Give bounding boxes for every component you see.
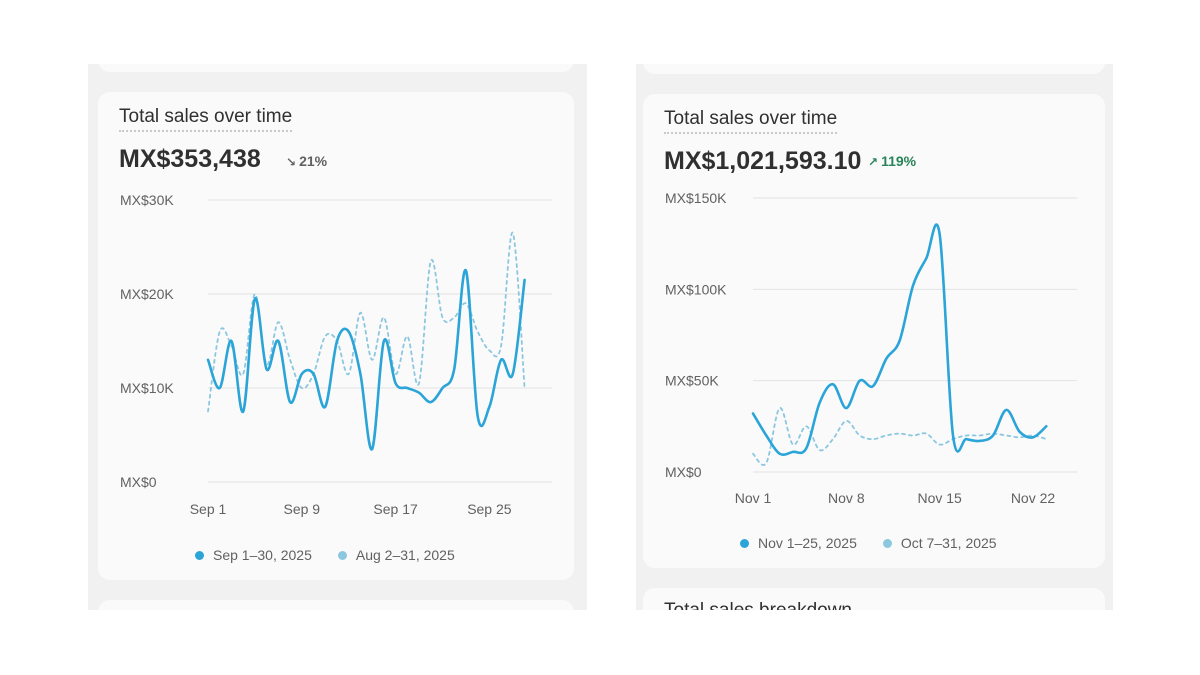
change-badge: ↗ 119%	[868, 153, 916, 169]
legend-label: Aug 2–31, 2025	[355, 547, 455, 563]
legend-item-comparison[interactable]: Oct 7–31, 2025	[882, 535, 997, 551]
legend-dot-icon	[740, 538, 749, 548]
y-tick-label: MX$20K	[120, 286, 174, 302]
legend-dot-icon	[195, 550, 204, 560]
card-title[interactable]: Total sales over time	[119, 106, 293, 132]
x-tick-label: Sep 1	[190, 501, 227, 517]
current-series-line[interactable]	[206, 269, 526, 451]
previous-card-stub	[643, 64, 1105, 74]
total-sales-card: Total sales over time MX$1,021,593.10 ↗ 1…	[643, 94, 1105, 568]
sales-line-chart[interactable]: MX$0 MX$10K MX$20K MX$30K Sep 1 Sep 9 Sep 17 Se…	[98, 92, 574, 580]
comparison-series-line[interactable]	[207, 231, 526, 413]
arrow-up-right-icon: ↗	[868, 155, 879, 169]
y-tick-label: MX$50K	[665, 373, 719, 389]
total-sales-value: MX$1,021,593.10	[664, 147, 862, 175]
card-title[interactable]: Total sales over time	[664, 108, 838, 134]
legend-item-current[interactable]: Nov 1–25, 2025	[740, 535, 857, 551]
chart-legend: Sep 1–30, 2025 Aug 2–31, 2025	[195, 547, 481, 563]
total-sales-card: Total sales over time MX$353,438 ↘ 21% MX…	[98, 92, 574, 580]
y-tick-label: MX$150K	[665, 190, 727, 206]
left-panel: Total sales over time MX$353,438 ↘ 21% MX…	[88, 64, 587, 610]
y-tick-label: MX$100K	[665, 281, 727, 297]
change-badge: ↘ 21%	[286, 153, 327, 169]
current-series-line[interactable]	[751, 223, 1048, 457]
x-tick-label: Nov 22	[1011, 490, 1056, 506]
y-tick-label: MX$10K	[120, 380, 174, 396]
sales-line-chart[interactable]: MX$0 MX$50K MX$100K MX$150K Nov 1 Nov 8 Nov 15…	[643, 94, 1105, 568]
y-tick-label: MX$30K	[120, 192, 174, 208]
legend-item-comparison[interactable]: Aug 2–31, 2025	[337, 547, 455, 563]
next-card-stub	[98, 600, 574, 610]
right-panel: Total sales over time MX$1,021,593.10 ↗ 1…	[636, 64, 1113, 610]
legend-item-current[interactable]: Sep 1–30, 2025	[195, 547, 312, 563]
x-tick-label: Nov 15	[917, 490, 962, 506]
previous-card-stub	[98, 64, 574, 72]
x-tick-label: Nov 8	[828, 490, 865, 506]
legend-dot-icon	[882, 538, 892, 548]
legend-label: Nov 1–25, 2025	[758, 535, 857, 551]
change-percent: 21%	[299, 153, 328, 169]
x-tick-label: Nov 1	[735, 490, 772, 506]
y-tick-label: MX$0	[120, 474, 157, 490]
y-tick-label: MX$0	[665, 464, 702, 480]
comparison-series-line[interactable]	[752, 407, 1048, 466]
x-tick-label: Sep 25	[467, 501, 512, 517]
legend-label: Oct 7–31, 2025	[900, 535, 997, 551]
sales-breakdown-card: Total sales breakdown	[643, 588, 1105, 610]
legend-dot-icon	[337, 550, 347, 560]
total-sales-value: MX$353,438	[119, 145, 261, 173]
section-title[interactable]: Total sales breakdown	[664, 600, 852, 610]
x-tick-label: Sep 17	[373, 501, 418, 517]
arrow-down-right-icon: ↘	[286, 155, 297, 169]
change-percent: 119%	[881, 153, 917, 169]
chart-legend: Nov 1–25, 2025 Oct 7–31, 2025	[740, 535, 1023, 551]
x-tick-label: Sep 9	[283, 501, 320, 517]
legend-label: Sep 1–30, 2025	[213, 547, 312, 563]
